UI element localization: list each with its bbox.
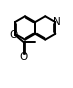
Text: O: O [9, 30, 17, 40]
Text: O: O [20, 52, 28, 62]
Text: N: N [53, 17, 61, 27]
